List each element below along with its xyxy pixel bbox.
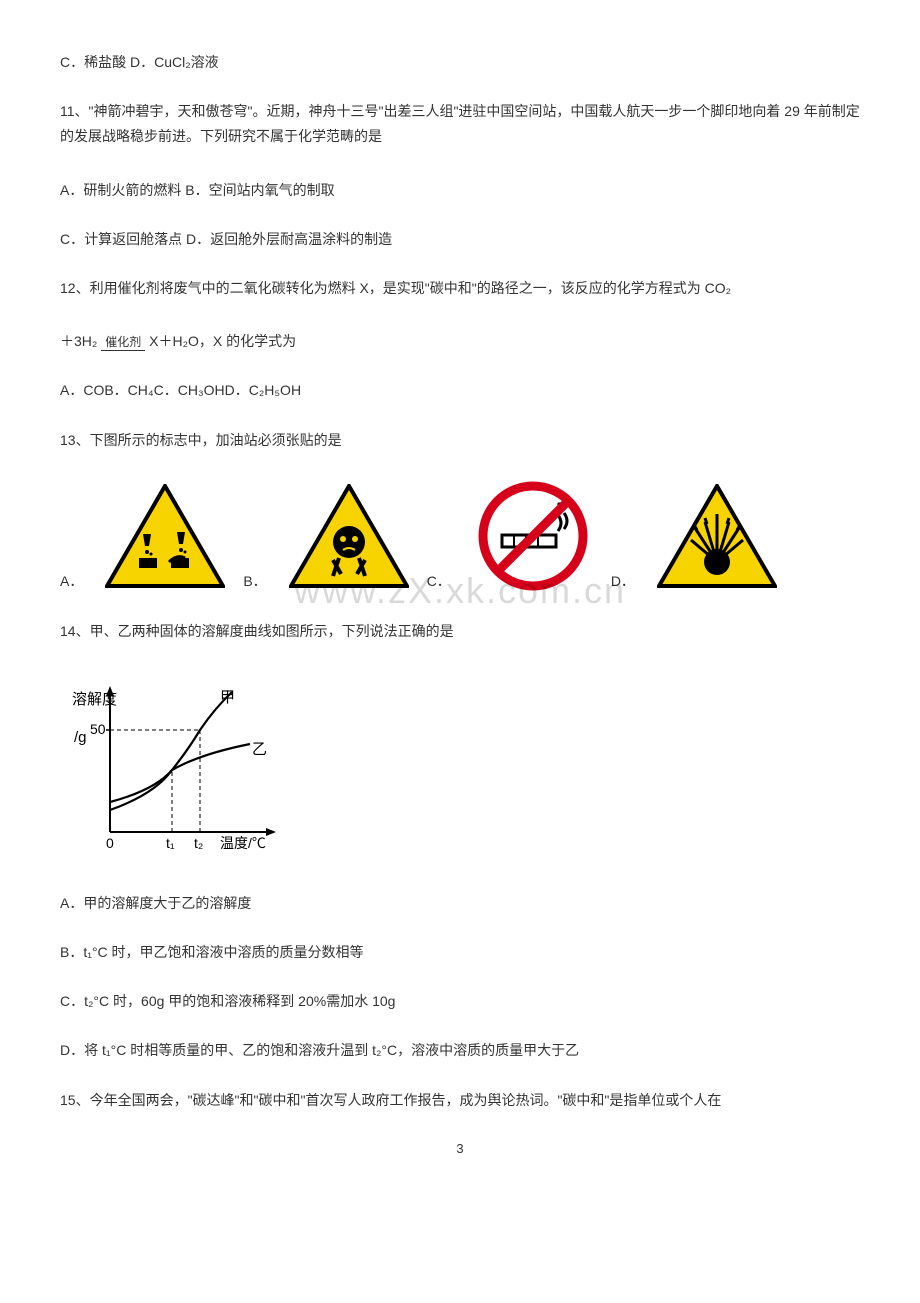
q14-opt-a: A．甲的溶解度大于乙的溶解度	[60, 891, 860, 916]
q14-opt-c: C．t₂°C 时，60g 甲的饱和溶液稀释到 20%需加水 10g	[60, 989, 860, 1014]
page-number: 3	[60, 1141, 860, 1156]
q14-graph-jia: 甲	[220, 689, 235, 706]
q13-stem: 13、下图所示的标志中，加油站必须张贴的是	[60, 428, 860, 453]
q15-stem-partial: 15、今年全国两会，"碳达峰"和"碳中和"首次写人政府工作报告，成为舆论热词。"…	[60, 1088, 860, 1113]
q14-graph-t2: t₂	[194, 835, 203, 851]
q14-graph-zero: 0	[106, 835, 114, 851]
q14-graph-t1: t₁	[166, 835, 175, 851]
q12-equation: ＋3H₂ 催化剂 X＋H₂O，X 的化学式为	[60, 329, 860, 354]
q14-opt-d: D．将 t₁°C 时相等质量的甲、乙的饱和溶液升温到 t₂°C，溶液中溶质的质量…	[60, 1038, 860, 1063]
q13-sign-a-corrosive	[95, 481, 235, 591]
q14-graph-y-label: 溶解度	[72, 691, 117, 708]
q11-options-ab: A．研制火箭的燃料 B．空间站内氧气的制取	[60, 178, 860, 203]
q14-graph-yi: 乙	[252, 741, 267, 758]
q13-sign-row: A． B． C．	[60, 481, 860, 591]
q12-catalyst-text: 催化剂	[101, 335, 145, 350]
q14-graph-x-label: 温度/℃	[220, 835, 266, 851]
q14-graph: 溶解度 /g 50 甲 乙 0 t₁ t₂ 温度/℃	[60, 672, 860, 867]
q11-stem: 11、"神箭冲碧宇，天和傲苍穹"。近期，神舟十三号"出差三人组"进驻中国空间站，…	[60, 99, 860, 149]
q14-opt-b: B．t₁°C 时，甲乙饱和溶液中溶质的质量分数相等	[60, 940, 860, 965]
q12-plus: ＋3H₂	[60, 333, 97, 349]
q13-sign-c-no-smoking	[463, 481, 603, 591]
q13-sign-b-toxic	[279, 481, 419, 591]
q14-graph-y-unit: /g	[74, 729, 87, 746]
q11-options-cd: C．计算返回舱落点 D．返回舱外层耐高温涂料的制造	[60, 227, 860, 252]
q13-label-d: D．	[611, 571, 635, 591]
q10-options-cd: C．稀盐酸 D．CuCl₂溶液	[60, 50, 860, 75]
q12-stem-part1: 12、利用催化剂将废气中的二氧化碳转化为燃料 X，是实现"碳中和"的路径之一，该…	[60, 276, 860, 301]
q13-label-b: B．	[243, 571, 266, 591]
q12-tail: X＋H₂O，X 的化学式为	[149, 333, 296, 349]
q12-options: A．COB．CH₄C．CH₃OHD．C₂H₅OH	[60, 378, 860, 403]
q13-label-c: C．	[427, 571, 451, 591]
q14-graph-y-50: 50	[90, 721, 106, 737]
q14-stem: 14、甲、乙两种固体的溶解度曲线如图所示，下列说法正确的是	[60, 619, 860, 644]
q13-label-a: A．	[60, 571, 83, 591]
q13-sign-d-explosive	[647, 481, 787, 591]
q12-catalyst-arrow: 催化剂	[101, 335, 145, 350]
